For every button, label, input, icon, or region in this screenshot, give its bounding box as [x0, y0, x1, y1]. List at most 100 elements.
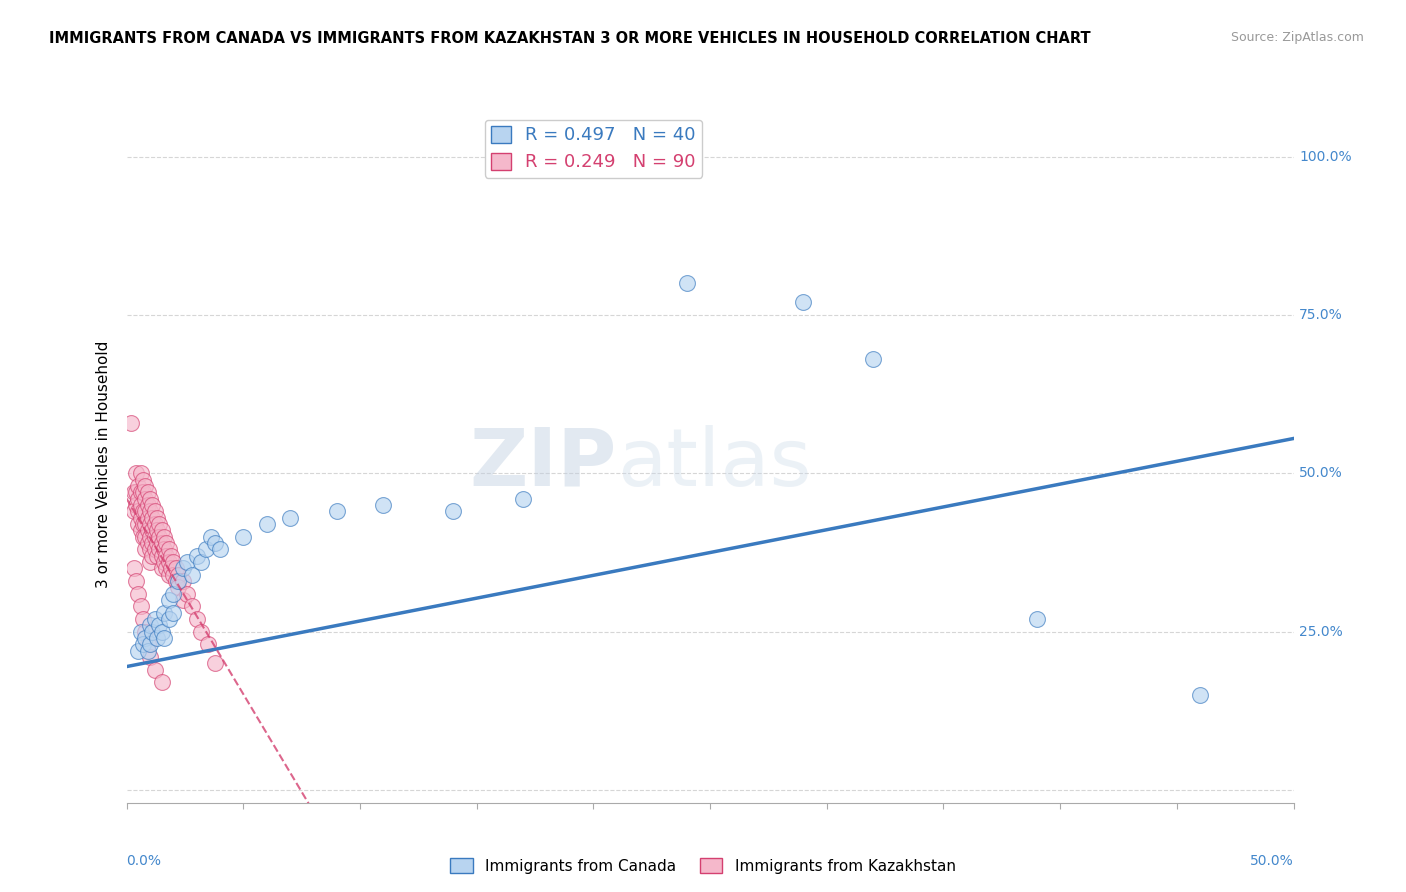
Point	[127, 504, 149, 518]
Point	[180, 599, 202, 614]
Text: 75.0%: 75.0%	[1299, 308, 1343, 322]
Point	[190, 624, 212, 639]
Point	[134, 631, 156, 645]
Point	[127, 644, 149, 658]
Point	[129, 498, 152, 512]
Point	[143, 530, 166, 544]
Point	[148, 516, 170, 531]
Point	[143, 504, 166, 518]
Point	[139, 542, 162, 557]
Point	[136, 536, 159, 550]
Point	[146, 631, 169, 645]
Point	[512, 491, 534, 506]
Point	[1025, 612, 1047, 626]
Point	[162, 555, 184, 569]
Point	[132, 516, 155, 531]
Point	[162, 606, 184, 620]
Point	[150, 536, 173, 550]
Point	[150, 561, 173, 575]
Point	[165, 561, 187, 575]
Point	[143, 612, 166, 626]
Y-axis label: 3 or more Vehicles in Household: 3 or more Vehicles in Household	[96, 340, 111, 588]
Point	[160, 549, 183, 563]
Point	[134, 530, 156, 544]
Point	[172, 574, 194, 588]
Point	[167, 574, 190, 588]
Point	[146, 524, 169, 538]
Point	[165, 574, 187, 588]
Point	[204, 536, 226, 550]
Point	[180, 567, 202, 582]
Point	[172, 561, 194, 575]
Point	[139, 504, 162, 518]
Point	[153, 606, 176, 620]
Point	[190, 555, 212, 569]
Point	[134, 479, 156, 493]
Point	[148, 530, 170, 544]
Point	[139, 530, 162, 544]
Text: 50.0%: 50.0%	[1299, 467, 1343, 481]
Point	[134, 491, 156, 506]
Point	[146, 536, 169, 550]
Point	[325, 504, 347, 518]
Point	[675, 277, 697, 291]
Point	[139, 491, 162, 506]
Point	[200, 530, 222, 544]
Text: 0.0%: 0.0%	[127, 854, 162, 868]
Point	[132, 504, 155, 518]
Point	[150, 675, 173, 690]
Point	[167, 581, 190, 595]
Point	[146, 549, 169, 563]
Text: 25.0%: 25.0%	[1299, 624, 1343, 639]
Text: Source: ZipAtlas.com: Source: ZipAtlas.com	[1230, 31, 1364, 45]
Point	[792, 295, 814, 310]
Point	[139, 555, 162, 569]
Point	[204, 657, 226, 671]
Point	[129, 599, 152, 614]
Point	[134, 542, 156, 557]
Point	[862, 352, 884, 367]
Legend: R = 0.497   N = 40, R = 0.249   N = 90: R = 0.497 N = 40, R = 0.249 N = 90	[485, 120, 702, 178]
Point	[122, 485, 145, 500]
Point	[120, 416, 142, 430]
Point	[150, 624, 173, 639]
Point	[143, 663, 166, 677]
Point	[153, 631, 176, 645]
Point	[122, 504, 145, 518]
Point	[153, 555, 176, 569]
Point	[127, 479, 149, 493]
Point	[157, 593, 180, 607]
Point	[132, 637, 155, 651]
Point	[134, 516, 156, 531]
Point	[136, 498, 159, 512]
Point	[139, 637, 162, 651]
Point	[134, 504, 156, 518]
Point	[160, 561, 183, 575]
Point	[129, 467, 152, 481]
Point	[157, 555, 180, 569]
Point	[127, 491, 149, 506]
Point	[136, 637, 159, 651]
Point	[148, 618, 170, 632]
Point	[155, 561, 177, 575]
Point	[139, 650, 162, 665]
Point	[129, 624, 152, 639]
Point	[139, 618, 162, 632]
Point	[157, 612, 180, 626]
Point	[157, 542, 180, 557]
Point	[127, 587, 149, 601]
Point	[194, 542, 217, 557]
Point	[172, 593, 194, 607]
Text: ZIP: ZIP	[470, 425, 617, 503]
Point	[136, 644, 159, 658]
Point	[186, 549, 208, 563]
Point	[176, 587, 198, 601]
Point	[141, 549, 163, 563]
Point	[134, 624, 156, 639]
Point	[232, 530, 254, 544]
Text: 50.0%: 50.0%	[1250, 854, 1294, 868]
Point	[143, 542, 166, 557]
Point	[186, 612, 208, 626]
Text: IMMIGRANTS FROM CANADA VS IMMIGRANTS FROM KAZAKHSTAN 3 OR MORE VEHICLES IN HOUSE: IMMIGRANTS FROM CANADA VS IMMIGRANTS FRO…	[49, 31, 1091, 46]
Point	[132, 473, 155, 487]
